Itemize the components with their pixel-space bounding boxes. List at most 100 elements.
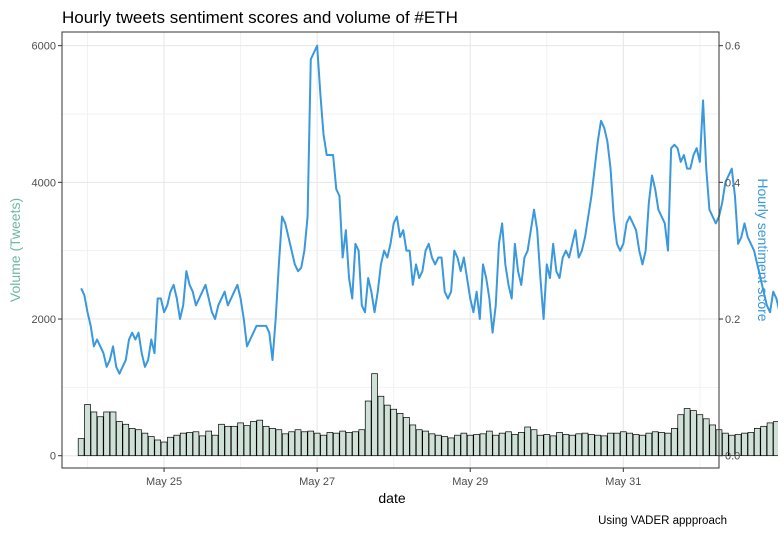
axes: 0 2000 4000 6000 0.0 0.2 0.4 0.6 May 25 May 27 May… — [32, 41, 741, 488]
volume-bar — [569, 434, 576, 457]
sentiment-line-layer — [80, 44, 778, 375]
volume-bar — [556, 432, 563, 457]
sentiment-line — [80, 44, 778, 375]
volume-bar — [352, 431, 359, 457]
volume-bar — [148, 436, 155, 457]
volume-bar — [173, 434, 181, 457]
volume-bar — [167, 436, 174, 457]
volume-bar — [281, 433, 289, 457]
y-right-tick-label: 0.6 — [725, 41, 740, 53]
volume-bar — [524, 426, 531, 457]
volume-bar — [96, 416, 104, 457]
volume-bar — [747, 432, 755, 457]
y-left-tick-label: 6000 — [32, 41, 56, 53]
volume-bar — [377, 395, 385, 457]
volume-bar — [581, 432, 589, 457]
volume-bar — [562, 434, 570, 457]
volume-bar — [600, 435, 608, 457]
volume-bar — [702, 418, 710, 457]
volume-bar — [345, 432, 353, 457]
volume-bar — [671, 428, 678, 457]
volume-bar — [588, 434, 595, 457]
volume-bar — [435, 434, 442, 457]
plot-panel-border — [61, 31, 720, 469]
volume-bar — [683, 408, 691, 457]
volume-bar — [486, 430, 493, 457]
volume-bar — [447, 437, 455, 457]
volume-bar — [186, 432, 193, 457]
volume-bar — [160, 441, 168, 457]
volume-bar — [250, 421, 257, 457]
volume-bar — [696, 414, 704, 457]
volume-bar — [651, 431, 659, 457]
volume-bar — [549, 435, 557, 457]
volume-bar — [205, 430, 212, 457]
volume-bar — [256, 419, 264, 457]
volume-bar — [741, 432, 748, 457]
volume-bar — [364, 400, 372, 457]
volume-bar — [734, 434, 742, 457]
volume-bar — [517, 432, 525, 457]
volume-bar — [154, 439, 161, 457]
volume-bar — [192, 431, 200, 457]
y-right-tick-label: 0.2 — [725, 314, 740, 326]
volume-bar — [135, 429, 142, 457]
volume-bar — [288, 431, 295, 457]
volume-bar — [128, 428, 136, 457]
volume-bar — [543, 434, 551, 457]
volume-bar — [409, 424, 417, 457]
volume-bar — [122, 423, 130, 457]
y-right-tick-label: 0.4 — [725, 177, 740, 189]
volume-bar — [218, 423, 225, 457]
volume-bar — [333, 432, 340, 457]
volume-bar — [269, 428, 276, 457]
volume-bar — [262, 425, 270, 457]
volume-bar — [77, 438, 85, 457]
volume-bar — [473, 434, 480, 457]
volume-bar — [237, 422, 244, 457]
volume-bar — [613, 432, 621, 457]
volume-bar — [243, 425, 251, 457]
volume-bar — [441, 436, 448, 457]
volume-bars — [77, 373, 778, 457]
volume-bar — [141, 432, 149, 457]
volume-bar — [403, 417, 410, 457]
volume-bar — [224, 425, 232, 457]
volume-bar — [454, 434, 461, 457]
volume-bar — [766, 422, 774, 457]
x-axis-title: date — [378, 490, 405, 506]
volume-bar — [396, 412, 404, 457]
volume-bar — [307, 430, 315, 457]
volume-bar — [664, 432, 672, 457]
volume-bar — [275, 429, 283, 457]
volume-bar — [620, 431, 627, 457]
volume-bar — [103, 411, 110, 457]
volume-bar — [466, 434, 474, 457]
volume-bar — [339, 430, 346, 457]
volume-bar — [313, 432, 321, 457]
volume-bar — [632, 434, 640, 457]
x-tick-label: May 27 — [299, 476, 335, 488]
volume-bar — [199, 435, 206, 457]
volume-bar — [390, 408, 397, 457]
volume-bar — [84, 404, 91, 457]
y-axis-right-title: Hourly sentiment score — [755, 178, 771, 321]
volume-bar — [90, 411, 98, 457]
volume-bar — [677, 414, 685, 457]
volume-bar — [505, 431, 512, 457]
volume-bar — [690, 410, 697, 457]
volume-bar — [479, 433, 487, 457]
y-right-tick-label: 0.0 — [725, 451, 740, 463]
volume-bar — [116, 421, 123, 457]
volume-bar — [607, 432, 614, 457]
volume-bar — [537, 434, 544, 457]
volume-bar — [179, 432, 187, 457]
volume-bar — [371, 373, 378, 457]
volume-bar — [645, 432, 653, 457]
volume-bar — [211, 434, 219, 457]
volume-bar — [492, 434, 500, 457]
x-tick-label: May 31 — [605, 476, 641, 488]
volume-bar — [358, 429, 366, 457]
volume-bar — [722, 432, 729, 457]
